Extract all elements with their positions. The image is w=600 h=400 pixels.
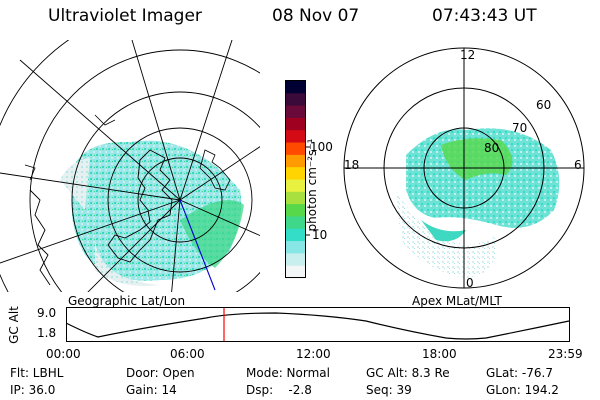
gain-value: Gain: 14 [126, 383, 177, 397]
ip-value: IP: 36.0 [10, 383, 56, 397]
colorbar-cell [286, 154, 305, 168]
colorbar-cell [286, 179, 305, 193]
subsatellite-meridian [179, 199, 216, 291]
colorbar-cell [286, 191, 305, 205]
time-tick-0600: 06:00 [170, 347, 205, 361]
dsp-value: Dsp: -2.8 [246, 383, 312, 397]
time-label: 07:43:43 UT [432, 6, 537, 26]
coastline-antarctica [107, 149, 173, 263]
colorbar-cell [286, 105, 305, 119]
mlt-label-0: 0 [466, 276, 474, 290]
colorbar-cell [286, 204, 305, 217]
time-tick-1800: 18:00 [422, 347, 457, 361]
instrument-title: Ultraviolet Imager [48, 6, 202, 26]
glon-value: GLon: 194.2 [486, 383, 559, 397]
colorbar-cell [286, 216, 305, 230]
geographic-map [0, 40, 260, 292]
time-tick-0000: 00:00 [46, 347, 81, 361]
time-tick-1200: 12:00 [296, 347, 331, 361]
sequence-value: Seq: 39 [366, 383, 412, 397]
altitude-tick-high: 9.0 [37, 306, 57, 320]
magnetic-map-caption: Apex MLat/MLT [412, 294, 502, 308]
geographic-map-caption: Geographic Lat/Lon [68, 294, 186, 308]
mlat-label-80: 80 [484, 141, 500, 155]
colorbar-unit-label: photon cm⁻²s⁻¹ [305, 138, 319, 232]
colorbar-cell [286, 117, 305, 131]
glat-value: GLat: -76.7 [486, 366, 553, 380]
time-tick-2359: 23:59 [548, 347, 583, 361]
filter-value: Flt: LBHL [10, 366, 64, 380]
mlt-label-18: 18 [344, 158, 360, 172]
colorbar-cell [286, 81, 305, 94]
mlat-label-60: 60 [536, 98, 552, 112]
magnetic-polar-map [343, 47, 585, 289]
altitude-tick-low: 1.8 [37, 326, 57, 340]
mlt-label-12: 12 [460, 48, 476, 62]
altitude-plot [66, 307, 570, 342]
colorbar-tick-10: 10 [312, 228, 328, 242]
mode-value: Mode: Normal [246, 366, 330, 380]
colorbar-cell [286, 228, 305, 242]
colorbar-cell [286, 253, 305, 267]
mlt-label-6: 6 [574, 158, 582, 172]
colorbar-cell [286, 93, 305, 107]
door-value: Door: Open [126, 366, 195, 380]
colorbar-tick-100: 100 [310, 140, 333, 154]
colorbar-cell [286, 130, 305, 144]
mlat-label-70: 70 [512, 121, 528, 135]
colorbar-cell [286, 142, 305, 156]
altitude-axis-label: GC Alt [7, 306, 21, 344]
colorbar-cell [286, 167, 305, 180]
colorbar-cell [286, 265, 305, 279]
gc-altitude-value: GC Alt: 8.3 Re [366, 366, 450, 380]
date-label: 08 Nov 07 [272, 6, 360, 26]
colorbar-cell [286, 241, 305, 254]
colorbar [285, 80, 310, 279]
